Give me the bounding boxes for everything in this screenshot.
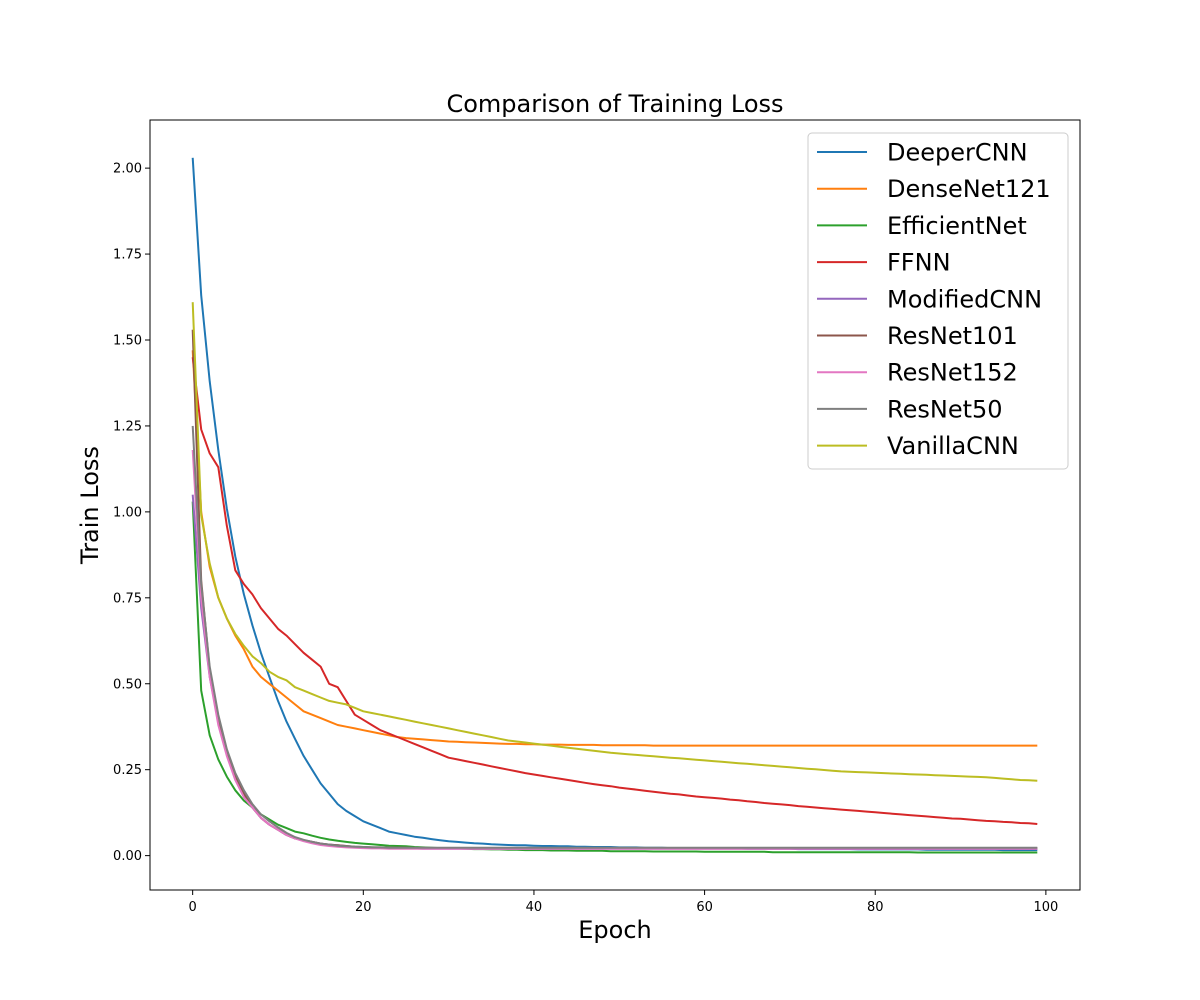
x-tick-label: 40 [526, 900, 543, 915]
y-tick-label: 1.00 [113, 505, 142, 520]
x-tick-label: 80 [867, 900, 884, 915]
x-tick-label: 60 [696, 900, 713, 915]
series-layer [191, 157, 1038, 854]
y-tick-label: 1.25 [113, 419, 142, 434]
legend-label-resnet152: ResNet152 [887, 359, 1018, 387]
series-line-densenet121 [191, 350, 1038, 747]
x-tick-label: 0 [189, 900, 197, 915]
legend-label-modifiedcnn: ModifiedCNN [887, 285, 1042, 313]
series-line-ffnn [191, 357, 1038, 825]
y-tick-label: 0.50 [113, 677, 142, 692]
legend-label-resnet101: ResNet101 [887, 322, 1018, 350]
legend-label-deepercnn: DeeperCNN [887, 139, 1028, 167]
plot-frame [149, 119, 1081, 891]
x-axis-title: Epoch [578, 916, 652, 944]
y-tick-label: 0.00 [113, 849, 142, 864]
y-axis-title: Train Loss [76, 446, 104, 565]
y-tick-label: 1.50 [113, 334, 142, 349]
legend-label-efficientnet: EfficientNet [887, 212, 1027, 240]
series-line-modifiedcnn [191, 494, 1038, 850]
y-tick-label: 0.75 [113, 591, 142, 606]
legend-label-resnet50: ResNet50 [887, 395, 1003, 423]
legend: DeeperCNN DenseNet121 EfficientNet FFNN Modi… [807, 132, 1069, 470]
series-line-resnet152 [191, 449, 1038, 850]
series-line-vanillacnn [191, 302, 1038, 782]
legend-box [807, 132, 1069, 470]
x-axis: 0 20 40 60 80 100 [189, 890, 1058, 915]
series-line-efficientnet [191, 501, 1038, 854]
x-tick-label: 100 [1033, 900, 1058, 915]
y-axis: 0.00 0.25 0.50 0.75 1.00 1.25 1.50 1.75 2.00 [113, 162, 150, 864]
legend-label-densenet121: DenseNet121 [887, 175, 1051, 203]
y-tick-label: 2.00 [113, 162, 142, 177]
chart-title: Comparison of Training Loss [446, 90, 783, 118]
series-line-resnet50 [191, 425, 1038, 849]
y-tick-label: 0.25 [113, 763, 142, 778]
legend-label-ffnn: FFNN [887, 249, 951, 277]
x-tick-label: 20 [355, 900, 372, 915]
y-tick-label: 1.75 [113, 248, 142, 263]
legend-label-vanillacnn: VanillaCNN [887, 432, 1019, 460]
